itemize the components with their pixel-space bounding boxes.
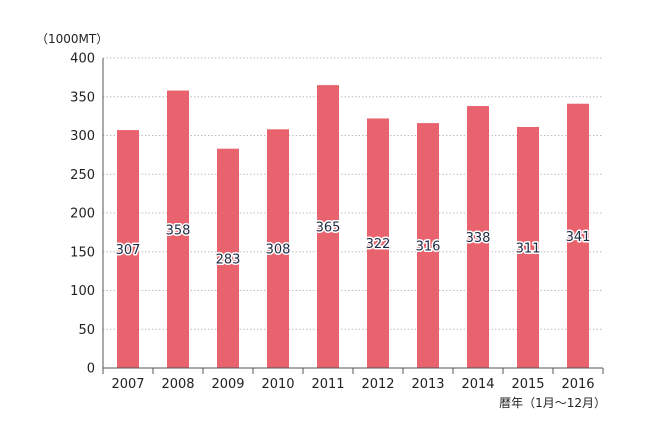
bar-2015: [517, 126, 539, 368]
y-tick-labels: 0 50 100 150 200 250 300 350 400: [70, 52, 95, 377]
bar-2008: [167, 90, 189, 369]
bar-2011: [317, 85, 339, 368]
x-tick-label: 2009: [211, 377, 244, 392]
data-label-2010: 308: [266, 243, 291, 258]
data-label-2016: 341: [566, 230, 591, 245]
y-tick-label: 200: [70, 207, 95, 222]
data-label-2012: 322: [366, 237, 391, 252]
y-tick-label: 50: [78, 323, 95, 338]
bar-2014: [467, 106, 489, 369]
axes: [102, 58, 604, 374]
x-tick-label: 2016: [561, 377, 594, 392]
bar-2012: [367, 118, 389, 368]
y-tick-label: 150: [70, 245, 95, 260]
x-tick-label: 2015: [511, 377, 544, 392]
x-tick-label: 2007: [111, 377, 144, 392]
bar-2009: [217, 148, 239, 368]
x-tick-labels: 2007 2008 2009 2010 2011 2012 2013 2014 2015 2016: [111, 377, 594, 392]
x-tick-label: 2013: [411, 377, 444, 392]
data-label-2015: 311: [516, 241, 541, 256]
x-tick-label: 2012: [361, 377, 394, 392]
y-tick-label: 350: [70, 90, 95, 105]
x-tick-label: 2011: [311, 377, 344, 392]
bar-2007: [117, 130, 139, 368]
y-tick-label: 0: [87, 362, 95, 377]
data-label-2007: 307: [116, 243, 141, 258]
y-tick-label: 300: [70, 129, 95, 144]
bar-2016: [567, 103, 589, 368]
y-tick-label: 250: [70, 168, 95, 183]
x-tick-label: 2010: [261, 377, 294, 392]
bar-2013: [417, 123, 439, 368]
x-tick-label: 2008: [161, 377, 194, 392]
data-labels: 307 358 283 308 365 322 316 338 311 341: [114, 219, 592, 269]
bars: [117, 85, 589, 369]
x-tick-label: 2014: [461, 377, 494, 392]
data-label-2008: 358: [166, 223, 191, 238]
y-axis-unit-label: （1000MT）: [36, 32, 108, 46]
data-label-2011: 365: [316, 221, 341, 236]
bar-2010: [267, 129, 289, 368]
data-label-2009: 283: [216, 252, 241, 267]
data-label-2014: 338: [466, 231, 491, 246]
y-tick-label: 100: [70, 284, 95, 299]
y-tick-label: 400: [70, 52, 95, 67]
x-axis-label: 暦年（1月〜12月）: [499, 396, 606, 410]
data-label-2013: 316: [416, 240, 441, 255]
